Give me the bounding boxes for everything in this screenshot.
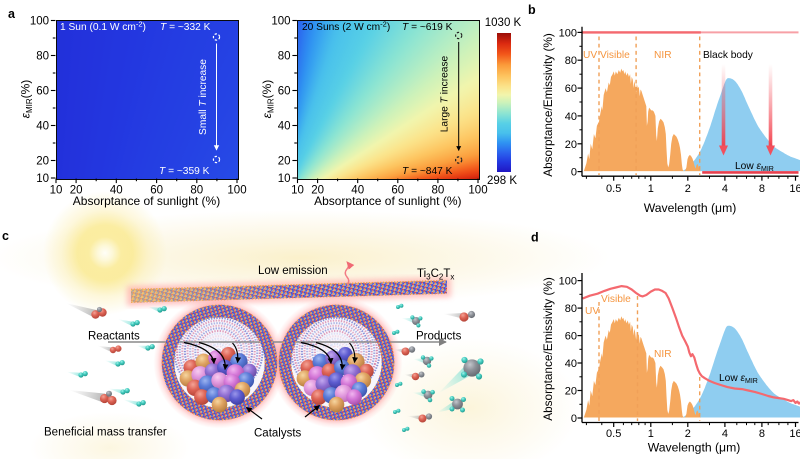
svg-text:1: 1 [648,428,654,440]
svg-text:1: 1 [648,183,654,195]
svg-text:Black body: Black body [703,50,754,61]
svg-text:8: 8 [759,183,765,195]
svg-text:Visible: Visible [600,50,630,61]
svg-text:Absorptance/Emissivity (%): Absorptance/Emissivity (%) [541,277,555,421]
svg-text:0.5: 0.5 [606,428,621,440]
svg-text:20: 20 [36,156,49,168]
svg-text:Reactants: Reactants [88,331,140,343]
svg-text:0.5: 0.5 [606,183,621,195]
svg-text:2: 2 [685,428,691,440]
svg-text:100: 100 [271,16,290,28]
svg-text:60: 60 [278,86,291,98]
svg-text:100: 100 [559,27,577,39]
svg-text:Absorptance/Emissivity (%): Absorptance/Emissivity (%) [541,33,555,177]
svg-text:0: 0 [571,413,577,425]
svg-text:UV: UV [585,306,599,317]
svg-text:80: 80 [36,51,49,63]
svg-text:1030 K: 1030 K [485,17,522,29]
svg-text:100: 100 [559,276,577,288]
svg-text:80: 80 [565,55,577,67]
svg-text:80: 80 [432,185,445,197]
svg-text:UV: UV [583,50,597,61]
svg-text:Small T increase: Small T increase [198,59,209,135]
svg-text:40: 40 [110,185,123,197]
svg-text:10: 10 [50,185,63,197]
svg-text:T = ~619 K: T = ~619 K [402,22,453,33]
svg-text:8: 8 [759,428,765,440]
svg-text:2: 2 [685,183,691,195]
svg-text:NIR: NIR [654,349,672,360]
svg-text:60: 60 [565,83,577,95]
svg-text:298 K: 298 K [487,175,517,187]
svg-text:20: 20 [70,185,83,197]
svg-text:40: 40 [351,185,364,197]
svg-text:16: 16 [789,428,800,440]
svg-text:60: 60 [36,86,49,98]
svg-text:10: 10 [278,173,291,185]
svg-text:10: 10 [291,185,304,197]
svg-text:10: 10 [36,173,49,185]
svg-text:εMIR(%): εMIR(%) [19,80,35,119]
svg-text:40: 40 [565,111,577,123]
svg-text:4: 4 [722,428,728,440]
svg-text:d: d [531,231,539,245]
svg-text:Absorptance of sunlight (%): Absorptance of sunlight (%) [314,194,461,208]
svg-text:80: 80 [278,51,291,63]
svg-text:80: 80 [190,185,203,197]
svg-text:20: 20 [565,386,577,398]
svg-text:16: 16 [789,183,800,195]
svg-text:Low emission: Low emission [258,265,328,277]
svg-text:Wavelength (μm): Wavelength (μm) [644,201,737,215]
svg-text:Beneficial mass transfer: Beneficial mass transfer [44,427,167,439]
svg-text:20 Suns (2 W cm-2): 20 Suns (2 W cm-2) [302,20,390,34]
svg-text:60: 60 [150,185,163,197]
svg-text:40: 40 [36,121,49,133]
svg-text:100: 100 [468,185,487,197]
svg-text:Wavelength (μm): Wavelength (μm) [648,441,741,455]
svg-text:b: b [528,3,536,17]
svg-text:80: 80 [565,303,577,315]
svg-text:T = ~847 K: T = ~847 K [402,166,453,177]
svg-text:εMIR(%): εMIR(%) [260,80,276,119]
svg-text:Absorptance of sunlight (%): Absorptance of sunlight (%) [73,194,220,208]
svg-text:100: 100 [30,16,49,28]
svg-text:4: 4 [722,183,728,195]
svg-text:60: 60 [565,331,577,343]
svg-text:T = ~332 K: T = ~332 K [160,22,211,33]
svg-text:c: c [2,229,9,243]
svg-text:Ti3C2Tx: Ti3C2Tx [417,268,454,282]
svg-text:Products: Products [416,331,462,343]
svg-text:100: 100 [227,185,246,197]
svg-text:Visible: Visible [601,294,631,305]
svg-text:20: 20 [278,156,291,168]
svg-text:60: 60 [391,185,404,197]
svg-text:0: 0 [571,167,577,179]
svg-text:NIR: NIR [654,50,672,61]
svg-text:Large T increase: Large T increase [440,55,451,132]
svg-text:Catalysts: Catalysts [254,428,302,440]
svg-text:1 Sun (0.1 W cm-2): 1 Sun (0.1 W cm-2) [60,20,146,34]
svg-text:a: a [8,7,16,21]
svg-text:20: 20 [565,139,577,151]
svg-text:40: 40 [565,358,577,370]
svg-text:T = ~359 K: T = ~359 K [159,166,210,177]
svg-text:40: 40 [278,121,291,133]
svg-text:20: 20 [311,185,324,197]
